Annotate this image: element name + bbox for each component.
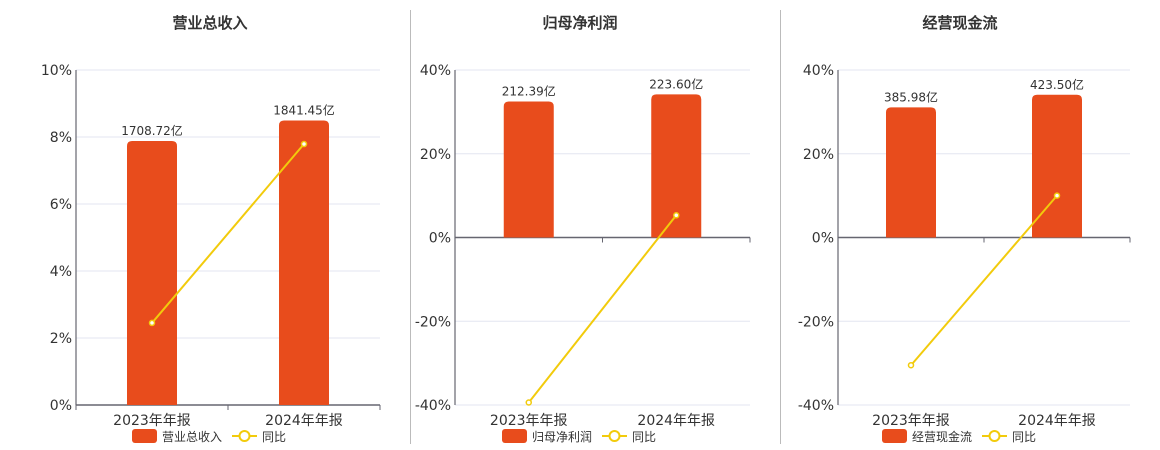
x-tick-label: 2024年年报 bbox=[1018, 413, 1096, 429]
legend-bar-label: 营业总收入 bbox=[162, 430, 222, 444]
bar bbox=[886, 107, 936, 238]
bar-data-label: 223.60亿 bbox=[649, 76, 703, 91]
x-tick-label: 2024年年报 bbox=[637, 413, 715, 429]
panel-divider bbox=[780, 10, 781, 444]
y-tick-label: 10% bbox=[41, 63, 72, 79]
y-tick-label: 0% bbox=[429, 231, 451, 247]
bar bbox=[651, 94, 702, 238]
bar bbox=[127, 140, 177, 405]
line-point bbox=[907, 361, 915, 369]
legend-line-label: 同比 bbox=[262, 430, 286, 444]
x-tick-label: 2023年年报 bbox=[113, 413, 191, 429]
bar bbox=[503, 101, 554, 238]
legend-bar-label: 经营现金流 bbox=[912, 429, 972, 444]
legend-line-marker bbox=[238, 430, 251, 442]
bar-data-label: 1708.72亿 bbox=[121, 123, 183, 138]
line-series bbox=[151, 143, 305, 324]
chart-title: 归母净利润 bbox=[542, 14, 617, 32]
y-tick-label: -40% bbox=[798, 398, 834, 414]
line-series bbox=[910, 194, 1058, 366]
chart-title: 营业总收入 bbox=[172, 14, 247, 32]
panel-divider bbox=[410, 10, 411, 444]
y-tick-label: 8% bbox=[50, 130, 72, 146]
x-tick-label: 2024年年报 bbox=[265, 413, 343, 429]
legend-bar-swatch bbox=[132, 429, 157, 443]
bar-data-label: 212.39亿 bbox=[502, 84, 556, 99]
legend-line-label: 同比 bbox=[632, 430, 656, 444]
y-tick-label: 6% bbox=[50, 197, 72, 213]
legend-line-marker bbox=[988, 430, 1001, 442]
y-tick-label: 0% bbox=[50, 398, 72, 414]
x-tick-label: 2023年年报 bbox=[490, 413, 568, 429]
legend-bar-label: 归母净利润 bbox=[532, 430, 592, 444]
bar-data-label: 1841.45亿 bbox=[273, 102, 335, 117]
y-tick-label: -20% bbox=[415, 314, 451, 330]
y-tick-label: 0% bbox=[812, 231, 834, 247]
legend-bar-swatch bbox=[882, 429, 907, 443]
y-tick-label: -20% bbox=[798, 314, 834, 330]
line-point bbox=[673, 212, 680, 219]
chart-panel: 经营现金流 -40% -20% 0% 20% 40% 385.98亿 2023年年报 423.5… bbox=[798, 14, 1131, 444]
y-tick-label: 20% bbox=[803, 147, 834, 163]
line-point bbox=[525, 399, 532, 406]
bar bbox=[1032, 94, 1082, 238]
chart-panel: 归母净利润 -40% -20% 0% 20% 40% 212.39亿 2023年年报 223.6… bbox=[415, 14, 751, 444]
bar-data-label: 423.50亿 bbox=[1030, 77, 1084, 92]
bar-data-label: 385.98亿 bbox=[884, 89, 938, 104]
y-tick-label: 20% bbox=[420, 147, 451, 163]
y-tick-label: 2% bbox=[50, 331, 72, 347]
legend-bar-swatch bbox=[502, 429, 527, 443]
line-point bbox=[300, 140, 308, 148]
chart-panel: 营业总收入 0% 2% 4% 6% 8% 10% 1708.72亿 2023年年报 1841.45… bbox=[41, 14, 381, 444]
y-tick-label: 40% bbox=[803, 63, 834, 79]
y-tick-label: 4% bbox=[50, 264, 72, 280]
line-point bbox=[148, 319, 156, 327]
bar bbox=[279, 120, 329, 405]
line-point bbox=[1053, 192, 1061, 199]
legend-line-label: 同比 bbox=[1012, 430, 1036, 444]
legend-line-marker bbox=[608, 430, 621, 442]
line-series bbox=[527, 214, 678, 404]
y-tick-label: 40% bbox=[420, 63, 451, 79]
chart-title: 经营现金流 bbox=[922, 14, 997, 32]
x-tick-label: 2023年年报 bbox=[872, 413, 950, 429]
y-tick-label: -40% bbox=[415, 398, 451, 414]
